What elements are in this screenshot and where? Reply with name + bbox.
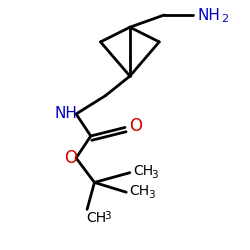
Text: 3: 3 bbox=[148, 190, 154, 200]
Text: CH: CH bbox=[133, 164, 153, 178]
Text: 3: 3 bbox=[152, 170, 158, 179]
Text: O: O bbox=[64, 149, 77, 167]
Text: 3: 3 bbox=[104, 211, 111, 221]
Text: CH: CH bbox=[86, 210, 106, 224]
Text: O: O bbox=[129, 117, 142, 135]
Text: CH: CH bbox=[129, 184, 149, 198]
Text: NH: NH bbox=[197, 8, 220, 22]
Text: NH: NH bbox=[54, 106, 77, 122]
Text: 2: 2 bbox=[222, 14, 229, 24]
